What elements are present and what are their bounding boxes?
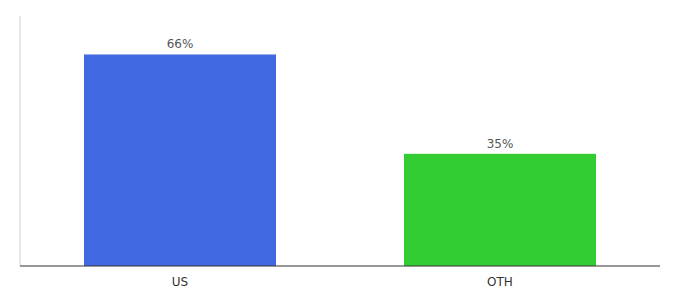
bar [84,54,276,266]
x-tick-label: OTH [487,275,513,289]
y-axis-line [20,16,21,266]
bar [404,154,596,266]
data-label: 66% [167,37,194,51]
x-axis-line [20,266,660,267]
data-label: 35% [487,137,514,151]
x-tick-label: US [172,275,188,289]
chart: 66% 35% US OTH [0,0,680,300]
bars [84,54,596,266]
